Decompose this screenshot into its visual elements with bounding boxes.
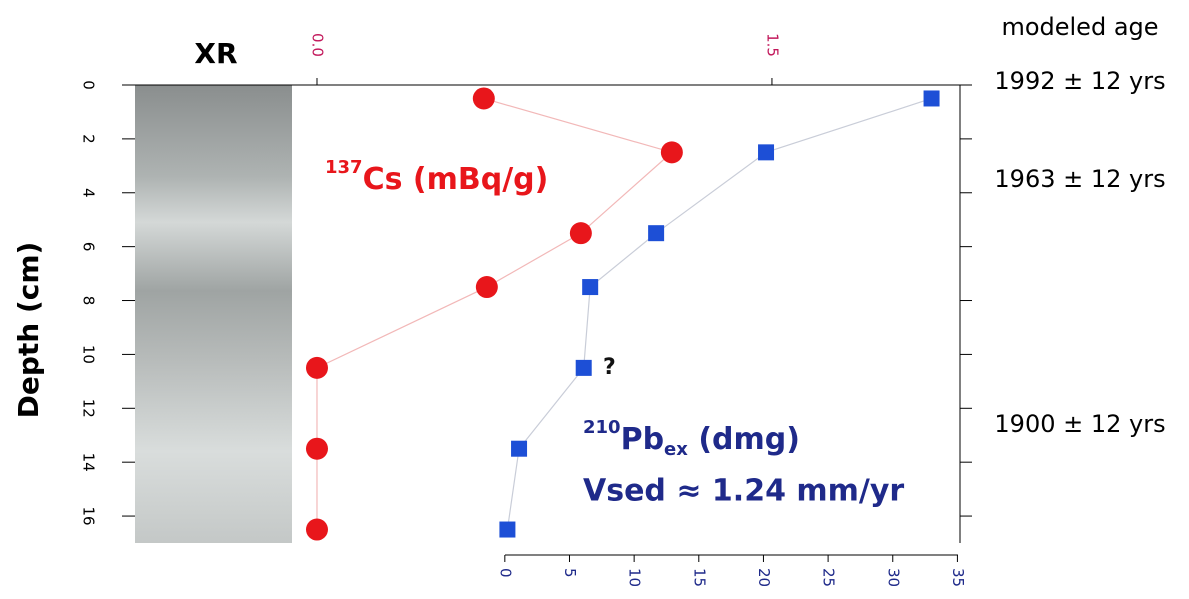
age-label: 1963 ± 12 yrs: [994, 165, 1165, 193]
series-label-part: Pb: [621, 422, 664, 457]
age-label: 1992 ± 12 yrs: [994, 67, 1165, 95]
point: [569, 222, 592, 245]
x-tick-label: 35: [949, 568, 967, 587]
point: [648, 225, 665, 242]
point: [305, 356, 328, 379]
series-label-part: 137: [325, 157, 363, 178]
annotation: Vsed ≈ 1.24 mm/yr: [583, 474, 904, 509]
x-tick-label: 5: [561, 568, 579, 578]
point: [758, 144, 775, 161]
x2-tick-label: 1.5: [763, 33, 781, 57]
series-label-part: Cs (mBq/g): [363, 162, 549, 197]
age-title: modeled age: [1001, 13, 1158, 41]
series-label: 137Cs (mBq/g): [325, 157, 548, 197]
x2-tick-label: 0.0: [308, 33, 326, 57]
point: [660, 141, 683, 164]
y-tick-label: 6: [80, 242, 98, 252]
y-tick-label: 8: [80, 296, 98, 306]
y-tick-label: 14: [80, 453, 98, 472]
x-tick-label: 15: [690, 568, 708, 587]
y-tick-label: 16: [80, 507, 98, 526]
y-tick-label: 4: [80, 188, 98, 198]
point: [472, 87, 495, 110]
y-tick-label: 2: [80, 134, 98, 144]
x-tick-label: 20: [755, 568, 773, 587]
point: [305, 437, 328, 460]
age-label: 1900 ± 12 yrs: [994, 410, 1165, 438]
series-label: 210Pbex (dmg): [583, 417, 800, 460]
series-label-part: ex: [664, 439, 688, 460]
image-label: XR: [194, 37, 237, 70]
y-axis-label: Depth (cm): [12, 242, 45, 419]
point: [305, 518, 328, 541]
point: [575, 359, 592, 376]
x-tick-label: 30: [884, 568, 902, 587]
point: [582, 279, 599, 296]
series-label-part: 210: [583, 417, 621, 438]
point: [923, 90, 940, 107]
y-tick-label: 0: [80, 80, 98, 90]
annotation: ?: [603, 355, 616, 380]
y-tick-label: 12: [80, 399, 98, 418]
y-tick-label: 10: [80, 345, 98, 364]
point: [475, 276, 498, 299]
point: [511, 440, 528, 457]
x-tick-label: 0: [496, 568, 514, 578]
x-tick-label: 10: [626, 568, 644, 587]
series-line: [506, 97, 932, 530]
point: [499, 521, 516, 538]
xray-image: [135, 85, 292, 543]
x-tick-label: 25: [820, 568, 838, 587]
series-label-part: (dmg): [688, 422, 800, 457]
